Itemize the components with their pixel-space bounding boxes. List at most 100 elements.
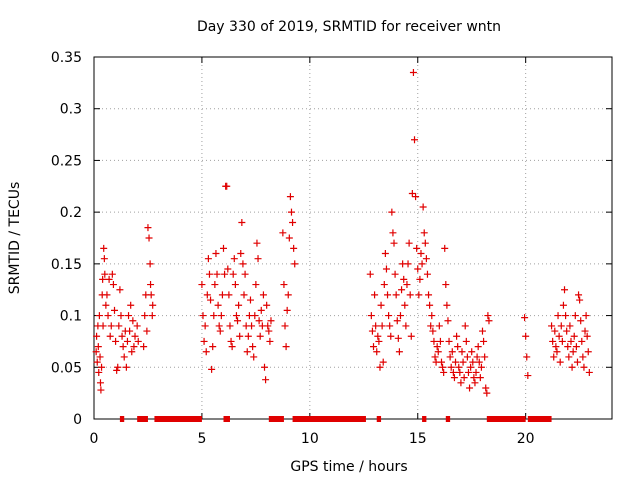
- data-point: [462, 337, 470, 345]
- data-point: [221, 270, 229, 278]
- data-point: [99, 275, 107, 283]
- data-point: [576, 296, 584, 304]
- data-point: [440, 368, 448, 376]
- data-point: [131, 332, 139, 340]
- data-point: [109, 281, 117, 289]
- data-point: [239, 260, 247, 268]
- data-point: [122, 363, 130, 371]
- zero-value-markers: [119, 416, 552, 422]
- data-point: [101, 270, 109, 278]
- data-point: [431, 353, 439, 361]
- data-point: [555, 332, 563, 340]
- data-point: [404, 260, 412, 268]
- data-point: [425, 291, 433, 299]
- data-point: [96, 379, 104, 387]
- data-point: [430, 337, 438, 345]
- data-point: [379, 358, 387, 366]
- data-point: [414, 265, 422, 273]
- data-point: [406, 291, 414, 299]
- data-point: [117, 312, 125, 320]
- data-point: [227, 337, 235, 345]
- data-point: [437, 358, 445, 366]
- data-point: [366, 270, 374, 278]
- y-tick-label: 0.15: [51, 257, 82, 273]
- data-point: [466, 384, 474, 392]
- data-point: [252, 281, 260, 289]
- data-point: [386, 322, 394, 330]
- data-point: [235, 301, 243, 309]
- data-point: [207, 296, 215, 304]
- data-point: [456, 368, 464, 376]
- zero-run-marker: [223, 416, 230, 422]
- data-point: [570, 332, 578, 340]
- data-point: [558, 337, 566, 345]
- data-point: [464, 368, 472, 376]
- data-point: [446, 353, 454, 361]
- data-point: [453, 332, 461, 340]
- data-point: [99, 322, 107, 330]
- data-point: [266, 337, 274, 345]
- data-point: [459, 358, 467, 366]
- data-point: [129, 317, 137, 325]
- data-point: [565, 353, 573, 361]
- data-point: [225, 291, 233, 299]
- data-point: [119, 343, 127, 351]
- x-tick-label: 15: [409, 431, 427, 447]
- zero-run-marker: [268, 416, 284, 422]
- data-point: [387, 332, 395, 340]
- data-point: [143, 327, 151, 335]
- data-point: [228, 343, 236, 351]
- data-point: [372, 322, 380, 330]
- data-point: [236, 332, 244, 340]
- data-point: [442, 281, 450, 289]
- data-point: [98, 363, 106, 371]
- data-point: [200, 337, 208, 345]
- data-point: [556, 358, 564, 366]
- data-point: [416, 275, 424, 283]
- data-points: [92, 69, 593, 397]
- data-point: [402, 322, 410, 330]
- data-point: [223, 182, 231, 190]
- data-point: [202, 348, 210, 356]
- data-point: [467, 363, 475, 371]
- data-point: [199, 312, 207, 320]
- data-point: [566, 322, 574, 330]
- data-point: [118, 332, 126, 340]
- data-point: [105, 275, 113, 283]
- data-point: [585, 368, 593, 376]
- data-point: [484, 312, 492, 320]
- data-point: [234, 317, 242, 325]
- data-point: [283, 306, 291, 314]
- data-point: [216, 327, 224, 335]
- data-point: [473, 353, 481, 361]
- x-tick-label: 10: [301, 431, 319, 447]
- data-point: [111, 306, 119, 314]
- x-tick-label: 20: [517, 431, 535, 447]
- zero-run-marker: [119, 416, 125, 422]
- data-point: [403, 281, 411, 289]
- data-point: [256, 332, 264, 340]
- data-point: [471, 379, 479, 387]
- data-point: [371, 291, 379, 299]
- data-point: [548, 322, 556, 330]
- zero-run-marker: [422, 416, 427, 422]
- data-point: [127, 301, 135, 309]
- x-tick-label: 0: [90, 431, 99, 447]
- data-point: [523, 353, 531, 361]
- data-point: [421, 239, 429, 247]
- data-point: [552, 343, 560, 351]
- data-point: [210, 312, 218, 320]
- data-point: [97, 386, 105, 394]
- data-point: [370, 343, 378, 351]
- data-point: [578, 337, 586, 345]
- data-point: [140, 343, 148, 351]
- data-point: [214, 301, 222, 309]
- data-point: [448, 348, 456, 356]
- data-point: [388, 208, 396, 216]
- data-point: [423, 270, 431, 278]
- data-point: [246, 296, 254, 304]
- data-point: [380, 281, 388, 289]
- axis-ticks: 0 5 10 15 20 0 0.05 0.1 0.15 0.2 0.25 0.3 0.35: [51, 50, 612, 447]
- data-point: [141, 312, 149, 320]
